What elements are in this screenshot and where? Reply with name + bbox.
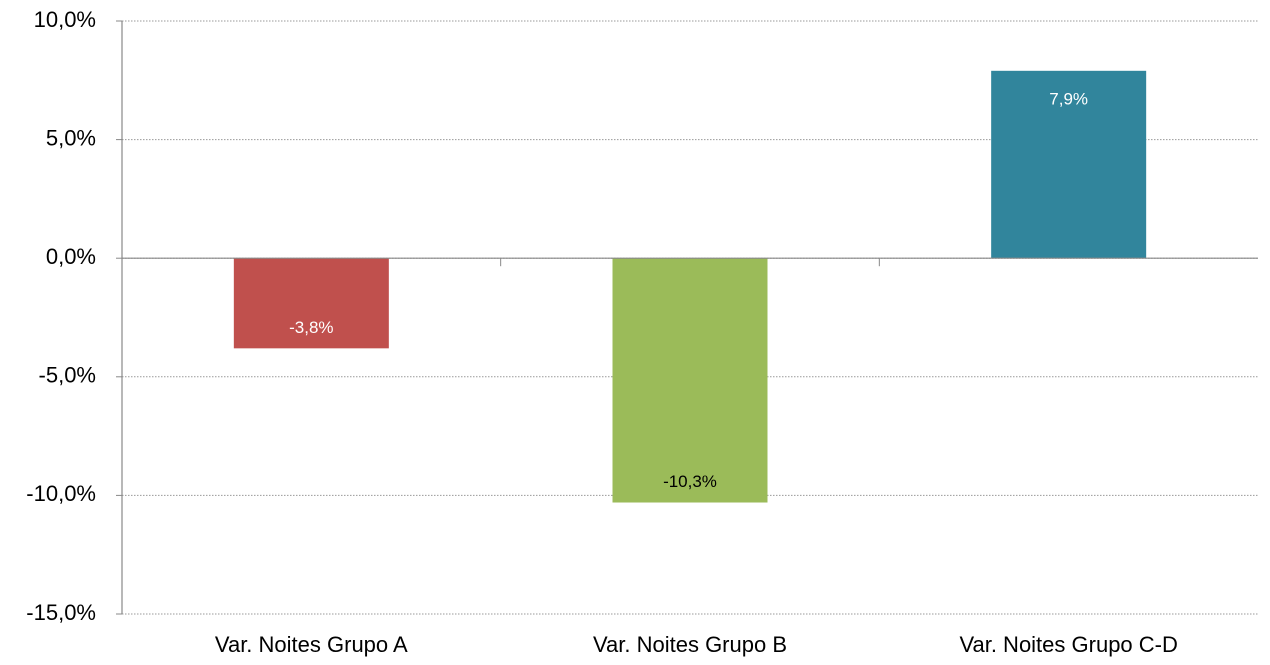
y-tick-label: -15,0% [26, 600, 96, 625]
y-tick-label: -10,0% [26, 481, 96, 506]
x-tick-label: Var. Noites Grupo B [593, 632, 787, 657]
value-label: 7,9% [1049, 89, 1088, 108]
value-label: -3,8% [289, 318, 333, 337]
x-tick-label: Var. Noites Grupo A [215, 632, 408, 657]
y-tick-label: -5,0% [39, 363, 96, 388]
y-tick-label: 5,0% [46, 125, 96, 150]
y-tick-label: 10,0% [34, 7, 96, 32]
bar [612, 258, 768, 503]
bar [233, 258, 389, 349]
x-tick-label: Var. Noites Grupo C-D [959, 632, 1177, 657]
bar [991, 70, 1147, 259]
value-label: -10,3% [663, 472, 717, 491]
y-tick-label: 0,0% [46, 244, 96, 269]
